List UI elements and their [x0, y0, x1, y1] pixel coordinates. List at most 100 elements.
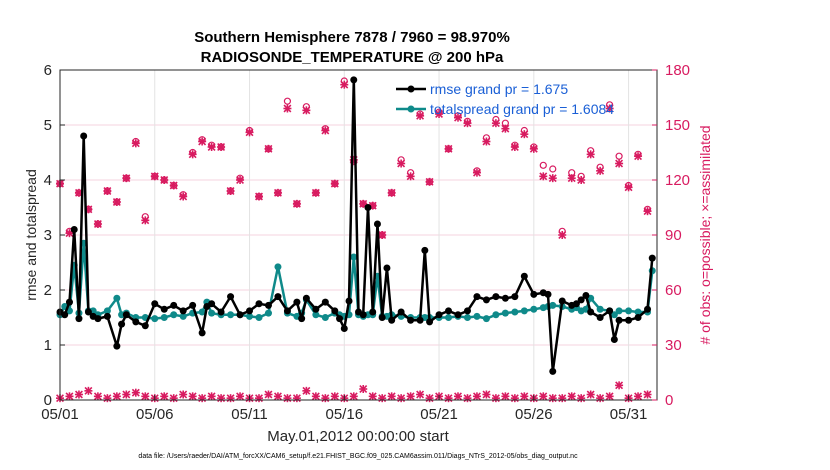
spread-point [151, 315, 159, 323]
rmse-point [321, 298, 329, 306]
y-right-tick-label: 150 [665, 117, 690, 134]
rmse-point [336, 315, 344, 323]
obs-bottom-point [368, 392, 377, 401]
obs-bottom-point [482, 390, 491, 399]
obs-bottom-point [93, 392, 102, 401]
rmse-point [264, 301, 272, 309]
rmse-point [558, 297, 566, 305]
rmse-point [644, 305, 652, 313]
rmse-point [302, 294, 310, 302]
obs-bottom-point [141, 392, 150, 401]
rmse-point [350, 76, 358, 84]
spread-point [103, 307, 111, 315]
rmse-point [482, 296, 490, 304]
obs-assimilated-point [387, 188, 396, 197]
obs-bottom-point [634, 392, 643, 401]
rmse-point [345, 297, 353, 305]
rmse-point [530, 290, 538, 298]
obs-bottom-point [416, 390, 425, 399]
obs-bottom-point [264, 390, 273, 399]
obs-assimilated-point [444, 144, 453, 153]
obs-assimilated-point [491, 119, 500, 128]
obs-assimilated-point [160, 176, 169, 184]
obs-assimilated-point [586, 150, 595, 159]
obs-bottom-point [292, 394, 301, 403]
rmse-point [236, 311, 244, 319]
obs-bottom-point [643, 390, 652, 399]
obs-bottom-point [615, 381, 624, 390]
x-tick-label: 05/21 [420, 406, 458, 423]
rmse-point [501, 294, 509, 302]
obs-bottom-point [65, 392, 74, 401]
y-right-tick-label: 60 [665, 282, 682, 299]
obs-bottom-point [273, 392, 282, 401]
rmse-point [416, 316, 424, 324]
obs-assimilated-point [198, 137, 207, 146]
y-right-tick-label: 30 [665, 337, 682, 354]
obs-assimilated-point [425, 177, 434, 186]
rmse-point [80, 132, 88, 140]
obs-assimilated-point [302, 106, 311, 115]
rmse-point [84, 308, 92, 316]
spread-point [549, 301, 557, 309]
obs-bottom-point [103, 394, 112, 403]
rmse-point [577, 296, 585, 304]
obs-assimilated-point [558, 231, 567, 239]
spread-point [482, 315, 490, 323]
obs-bottom-point [596, 394, 605, 403]
spread-point [520, 307, 528, 315]
spread-point [160, 314, 168, 321]
rmse-point [65, 298, 73, 306]
spread-point [113, 294, 121, 302]
obs-assimilated-point [283, 104, 292, 113]
spread-point [634, 308, 642, 316]
spread-point [246, 312, 254, 320]
y-axis-left-label: rmse and totalspread [23, 169, 39, 301]
x-axis-ticks: 05/01 05/06 05/11 05/16 05/21 05/26 05/31 [41, 395, 647, 423]
spread-line [58, 242, 654, 320]
obs-assimilated-point [539, 172, 548, 181]
y-left-tick-label: 4 [44, 172, 52, 189]
rmse-point [383, 264, 391, 272]
rmse-point [113, 342, 121, 350]
spread-point [179, 312, 187, 320]
rmse-point [454, 311, 462, 319]
obs-bottom-point [74, 390, 83, 399]
obs-bottom-point [207, 392, 216, 401]
rmse-point [463, 307, 471, 315]
legend-spread-label: totalspread grand pr = 1.6084 [430, 101, 614, 117]
obs-assimilated-point [169, 181, 178, 190]
rmse-point [103, 312, 111, 320]
spread-point [198, 308, 206, 316]
rmse-point [94, 315, 102, 323]
spread-point [530, 305, 538, 313]
obs-assimilated-point [245, 128, 254, 137]
rmse-point [274, 293, 282, 301]
obs-assimilated-point [454, 113, 462, 122]
rmse-point [61, 311, 69, 319]
rmse-point [572, 300, 580, 308]
legend-rmse-marker [407, 85, 415, 93]
spread-point [208, 309, 216, 317]
obs-assimilated-point [112, 198, 121, 206]
rmse-point [407, 316, 415, 324]
spread-point [445, 314, 453, 321]
y-right-tick-label: 120 [665, 172, 690, 189]
obs-assimilated-point [330, 179, 339, 188]
legend-rmse-label: rmse grand pr = 1.675 [430, 81, 568, 97]
y-axis-right-ticks: 0 30 60 90 120 150 180 [652, 62, 690, 409]
obs-assimilated-point [340, 80, 349, 89]
y-left-tick-label: 6 [44, 62, 52, 79]
obs-assimilated-point [264, 144, 273, 153]
obs-assimilated-point [605, 104, 614, 113]
rmse-point [606, 307, 614, 315]
rmse-point [582, 292, 590, 299]
obs-bottom-point [510, 394, 519, 403]
obs-possible-point [615, 152, 623, 160]
obs-bottom-point [226, 394, 235, 403]
rmse-point [227, 293, 235, 301]
obs-assimilated-point [255, 192, 263, 201]
rmse-line [59, 78, 654, 373]
y-right-tick-label: 0 [665, 392, 673, 409]
x-axis-label: May.01,2012 00:00:00 start [267, 428, 449, 445]
